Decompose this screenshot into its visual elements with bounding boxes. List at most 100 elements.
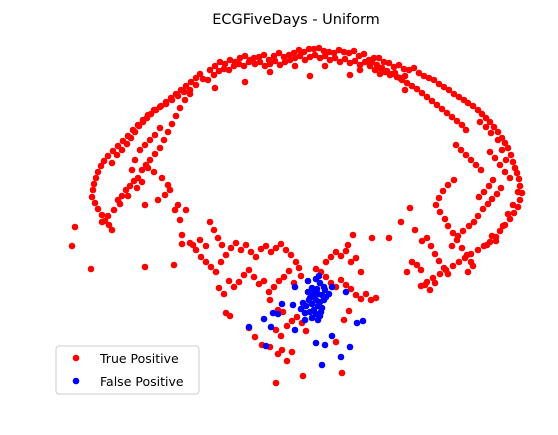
- point-true-positive-104: [114, 142, 122, 150]
- point-true-positive-328: [514, 188, 522, 196]
- point-true-positive-197: [178, 240, 186, 248]
- point-true-positive-59: [490, 123, 498, 131]
- point-true-positive-416: [386, 71, 394, 79]
- point-true-positive-111: [90, 180, 98, 188]
- point-true-positive-30: [350, 47, 358, 55]
- point-true-positive-339: [476, 118, 484, 126]
- point-true-positive-336: [502, 156, 510, 164]
- point-true-positive-245: [349, 231, 357, 239]
- point-true-positive-261: [459, 227, 467, 235]
- point-true-positive-234: [322, 273, 330, 281]
- point-true-positive-155: [202, 258, 210, 266]
- point-true-positive-223: [345, 307, 353, 315]
- point-true-positive-157: [212, 268, 220, 276]
- point-true-positive-167: [262, 242, 270, 250]
- point-true-positive-331: [496, 161, 504, 169]
- point-true-positive-349: [164, 181, 172, 189]
- point-true-positive-119: [108, 226, 116, 234]
- point-true-positive-1: [204, 76, 212, 84]
- point-true-positive-55: [474, 106, 482, 114]
- point-true-positive-215: [288, 348, 296, 356]
- point-true-positive-228: [352, 291, 360, 299]
- point-true-positive-390: [256, 58, 264, 66]
- point-true-positive-80: [474, 246, 482, 254]
- point-true-positive-316: [408, 258, 416, 266]
- point-true-positive-8: [240, 62, 248, 70]
- point-true-positive-130: [156, 144, 164, 152]
- point-false-positive-51: [317, 308, 325, 316]
- point-true-positive-334: [494, 136, 502, 144]
- point-true-positive-424: [241, 78, 249, 86]
- point-true-positive-357: [110, 206, 118, 214]
- point-true-positive-31: [355, 52, 363, 60]
- point-true-positive-287: [428, 97, 436, 105]
- point-true-positive-324: [492, 237, 500, 245]
- point-true-positive-190: [220, 290, 228, 298]
- point-true-positive-355: [124, 192, 132, 200]
- point-true-positive-42: [410, 64, 418, 72]
- point-true-positive-407: [341, 55, 349, 63]
- point-true-positive-283: [448, 113, 456, 121]
- point-true-positive-132: [164, 128, 172, 136]
- point-false-positive-23: [321, 286, 329, 294]
- point-true-positive-419: [401, 72, 409, 80]
- point-true-positive-193: [68, 242, 76, 250]
- point-true-positive-305: [436, 208, 444, 216]
- point-true-positive-364: [127, 134, 135, 142]
- point-true-positive-304: [432, 201, 440, 209]
- point-true-positive-149: [171, 206, 179, 214]
- point-true-positive-186: [240, 271, 248, 279]
- point-true-positive-369: [147, 110, 155, 118]
- point-false-positive-43: [328, 332, 336, 340]
- point-true-positive-405: [331, 54, 339, 62]
- point-true-positive-44: [420, 72, 428, 80]
- points-layer: [68, 44, 526, 387]
- point-true-positive-225: [362, 290, 370, 298]
- point-true-positive-165: [252, 253, 260, 261]
- point-false-positive-54: [315, 272, 323, 280]
- point-true-positive-58: [486, 118, 494, 126]
- point-true-positive-303: [435, 194, 443, 202]
- point-true-positive-128: [146, 156, 154, 164]
- point-true-positive-267: [488, 195, 496, 203]
- point-true-positive-272: [485, 182, 493, 190]
- point-true-positive-288: [423, 93, 431, 101]
- point-true-positive-71: [516, 196, 524, 204]
- point-false-positive-40: [262, 342, 270, 350]
- point-true-positive-284: [443, 109, 451, 117]
- point-true-positive-246: [344, 241, 352, 249]
- point-true-positive-199: [222, 309, 230, 317]
- point-true-positive-216: [274, 350, 282, 358]
- point-true-positive-386: [236, 54, 244, 62]
- point-true-positive-114: [91, 199, 99, 207]
- point-true-positive-273: [489, 176, 497, 184]
- point-true-positive-406: [336, 58, 344, 66]
- point-true-positive-264: [474, 212, 482, 220]
- point-true-positive-109: [94, 168, 102, 176]
- point-true-positive-241: [342, 247, 350, 255]
- point-true-positive-126: [138, 166, 146, 174]
- point-true-positive-150: [176, 216, 184, 224]
- point-true-positive-394: [276, 61, 284, 69]
- point-true-positive-253: [423, 234, 431, 242]
- point-true-positive-217: [283, 357, 291, 365]
- point-true-positive-242: [347, 258, 355, 266]
- point-true-positive-362: [118, 146, 126, 154]
- point-false-positive-47: [337, 353, 345, 361]
- point-true-positive-259: [448, 242, 456, 250]
- point-true-positive-413: [371, 66, 379, 74]
- point-true-positive-154: [197, 253, 205, 261]
- point-true-positive-310: [458, 244, 466, 252]
- point-true-positive-313: [413, 261, 421, 269]
- point-true-positive-17: [285, 51, 293, 59]
- point-true-positive-397: [291, 54, 299, 62]
- point-false-positive-49: [291, 326, 299, 334]
- point-true-positive-151: [178, 231, 186, 239]
- point-true-positive-139: [141, 141, 149, 149]
- point-true-positive-341: [210, 226, 218, 234]
- point-true-positive-174: [295, 264, 303, 272]
- point-false-positive-53: [304, 277, 312, 285]
- point-true-positive-194: [87, 265, 95, 273]
- point-true-positive-258: [444, 270, 452, 278]
